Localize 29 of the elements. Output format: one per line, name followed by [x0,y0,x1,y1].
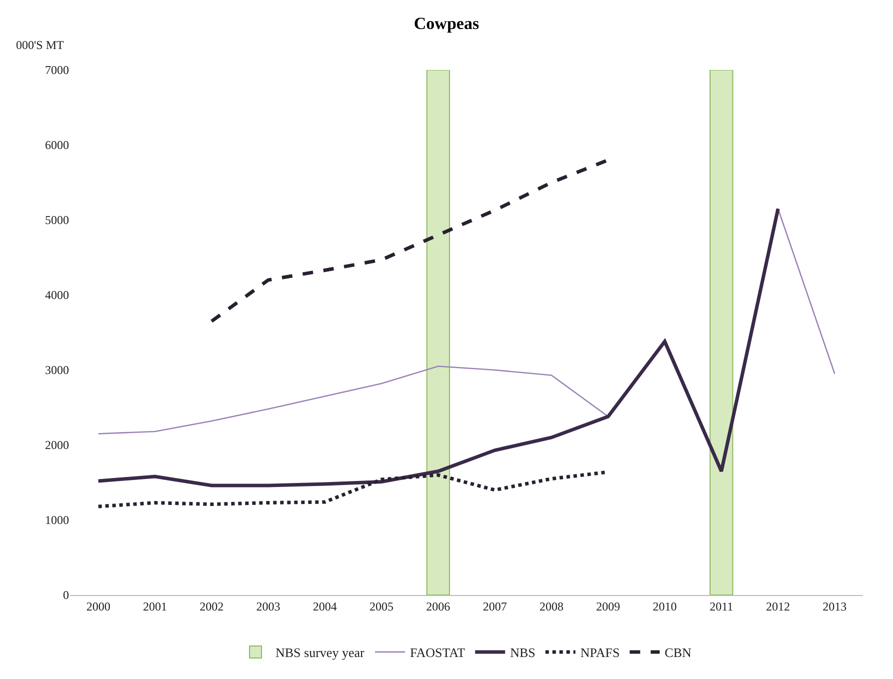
y-tick-label: 2000 [45,438,69,452]
x-tick-label: 2010 [652,599,677,614]
y-tick-label: 6000 [45,138,69,152]
x-tick-label: 2003 [256,599,280,614]
x-tick-label: 2013 [822,599,847,614]
x-tick-label: 2002 [200,599,224,614]
legend-label: NBS survey year [276,645,365,660]
y-tick-label: 3000 [45,363,69,378]
x-tick-label: 2007 [482,599,507,614]
legend-label: NBS [510,645,536,660]
chart-title: Cowpeas [414,14,480,33]
legend-label: NPAFS [580,645,620,660]
x-tick-label: 2009 [596,599,620,614]
y-tick-label: 7000 [45,63,69,78]
y-tick-label: 0 [63,588,69,602]
legend-label: CBN [664,645,692,660]
y-tick-label: 1000 [45,513,69,528]
x-tick-label: 2006 [426,599,450,614]
x-tick-label: 2012 [766,599,790,614]
y-axis-title: 000'S MT [16,38,65,52]
x-tick-label: 2005 [370,599,394,614]
x-tick-label: 2001 [142,599,167,614]
y-tick-label: 4000 [45,288,69,302]
x-tick-label: 2008 [539,599,564,614]
legend-label: FAOSTAT [410,645,466,660]
x-tick-label: 2000 [86,599,110,614]
x-tick-label: 2011 [710,599,734,614]
x-tick-label: 2004 [312,599,337,614]
y-tick-label: 5000 [45,213,69,228]
